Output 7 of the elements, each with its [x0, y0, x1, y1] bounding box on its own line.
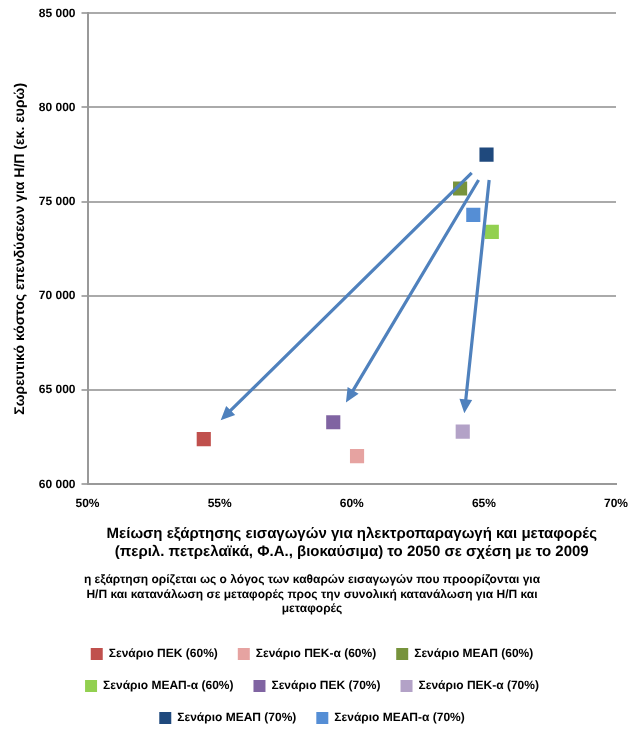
point	[479, 147, 494, 162]
point	[484, 224, 499, 239]
point	[349, 449, 365, 464]
point	[326, 415, 341, 430]
point	[196, 432, 211, 447]
point	[466, 207, 481, 222]
point	[455, 424, 470, 439]
